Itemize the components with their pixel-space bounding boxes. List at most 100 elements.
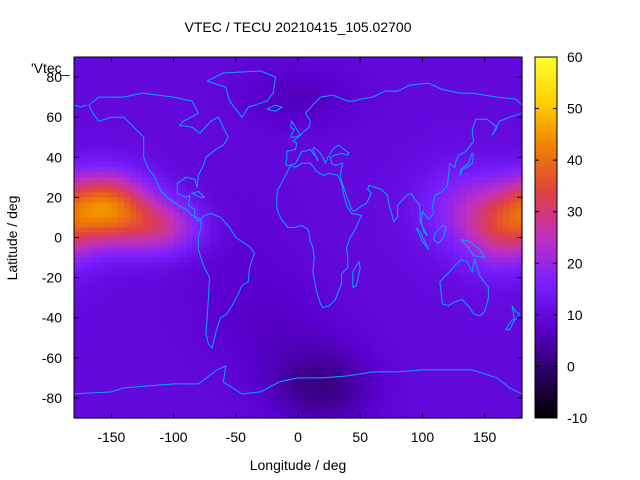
heatmap-cell	[298, 362, 305, 369]
heatmap-cell	[422, 57, 430, 63]
heatmap-cell	[210, 277, 218, 284]
heatmap-cell	[204, 257, 212, 264]
heatmap-cell	[210, 252, 218, 259]
heatmap-cell	[130, 207, 137, 214]
heatmap-cell	[161, 372, 168, 379]
heatmap-cell	[154, 177, 162, 183]
heatmap-cell	[428, 77, 436, 83]
heatmap-cell	[329, 272, 336, 279]
heatmap-cell	[484, 372, 492, 379]
heatmap-cell	[372, 72, 380, 78]
heatmap-cell	[354, 147, 361, 153]
heatmap-cell	[391, 62, 399, 68]
heatmap-cell	[416, 322, 424, 329]
heatmap-cell	[291, 147, 299, 153]
heatmap-cell	[173, 292, 181, 299]
heatmap-cell	[428, 147, 436, 153]
heatmap-cell	[490, 202, 498, 209]
heatmap-cell	[372, 137, 380, 143]
heatmap-cell	[453, 407, 461, 414]
heatmap-cell	[490, 232, 498, 239]
heatmap-cell	[136, 192, 144, 198]
heatmap-cell	[105, 262, 112, 269]
heatmap-cell	[329, 182, 336, 188]
heatmap-cell	[148, 297, 156, 304]
heatmap-cell	[123, 407, 131, 414]
heatmap-cell	[291, 397, 299, 404]
heatmap-cell	[316, 62, 324, 68]
heatmap-cell	[354, 397, 361, 404]
heatmap-cell	[466, 152, 473, 158]
heatmap-cell	[117, 402, 125, 409]
heatmap-cell	[372, 112, 380, 118]
heatmap-cell	[310, 87, 318, 93]
heatmap-cell	[453, 327, 461, 334]
heatmap-cell	[123, 82, 131, 88]
heatmap-cell	[248, 242, 256, 249]
heatmap-cell	[192, 322, 200, 329]
heatmap-cell	[123, 67, 131, 73]
heatmap-cell	[304, 207, 312, 214]
heatmap-cell	[422, 317, 430, 324]
heatmap-cell	[117, 282, 125, 289]
heatmap-cell	[472, 297, 480, 304]
heatmap-cell	[86, 357, 94, 364]
heatmap-cell	[242, 397, 249, 404]
heatmap-cell	[223, 322, 231, 329]
heatmap-cell	[354, 292, 361, 299]
heatmap-cell	[92, 162, 100, 168]
heatmap-cell	[204, 147, 212, 153]
heatmap-cell	[136, 67, 144, 73]
heatmap-cell	[298, 247, 305, 254]
heatmap-cell	[434, 82, 442, 88]
heatmap-cell	[484, 257, 492, 264]
heatmap-cell	[105, 312, 112, 319]
heatmap-cell	[484, 272, 492, 279]
heatmap-cell	[142, 287, 150, 294]
heatmap-cell	[447, 132, 455, 138]
heatmap-cell	[472, 182, 480, 188]
heatmap-cell	[229, 287, 237, 294]
heatmap-cell	[310, 342, 318, 349]
heatmap-cell	[273, 347, 280, 354]
heatmap-cell	[416, 97, 424, 103]
heatmap-cell	[192, 382, 200, 389]
heatmap-cell	[161, 212, 168, 219]
heatmap-cell	[260, 117, 268, 123]
heatmap-cell	[192, 257, 200, 264]
heatmap-cell	[397, 387, 405, 394]
heatmap-cell	[285, 307, 293, 314]
heatmap-cell	[329, 107, 336, 113]
heatmap-cell	[167, 307, 175, 314]
heatmap-cell	[186, 207, 193, 214]
heatmap-cell	[229, 82, 237, 88]
heatmap-cell	[403, 282, 411, 289]
heatmap-cell	[161, 387, 168, 394]
heatmap-cell	[410, 312, 417, 319]
heatmap-cell	[366, 187, 374, 193]
heatmap-cell	[378, 62, 386, 68]
heatmap-cell	[347, 302, 355, 309]
heatmap-cell	[459, 147, 467, 153]
heatmap-cell	[117, 67, 125, 73]
heatmap-cell	[459, 72, 467, 78]
heatmap-cell	[441, 197, 448, 203]
heatmap-cell	[117, 312, 125, 319]
heatmap-cell	[372, 397, 380, 404]
heatmap-cell	[422, 222, 430, 229]
heatmap-cell	[179, 67, 187, 73]
heatmap-cell	[497, 342, 504, 349]
heatmap-cell	[217, 217, 224, 224]
heatmap-cell	[347, 137, 355, 143]
heatmap-cell	[354, 287, 361, 294]
heatmap-cell	[98, 407, 106, 414]
heatmap-cell	[410, 122, 417, 128]
heatmap-cell	[167, 167, 175, 173]
heatmap-cell	[372, 392, 380, 399]
heatmap-cell	[341, 172, 349, 178]
heatmap-cell	[316, 397, 324, 404]
heatmap-cell	[117, 397, 125, 404]
heatmap-cell	[279, 387, 287, 394]
heatmap-cell	[298, 197, 305, 203]
heatmap-cell	[223, 282, 231, 289]
